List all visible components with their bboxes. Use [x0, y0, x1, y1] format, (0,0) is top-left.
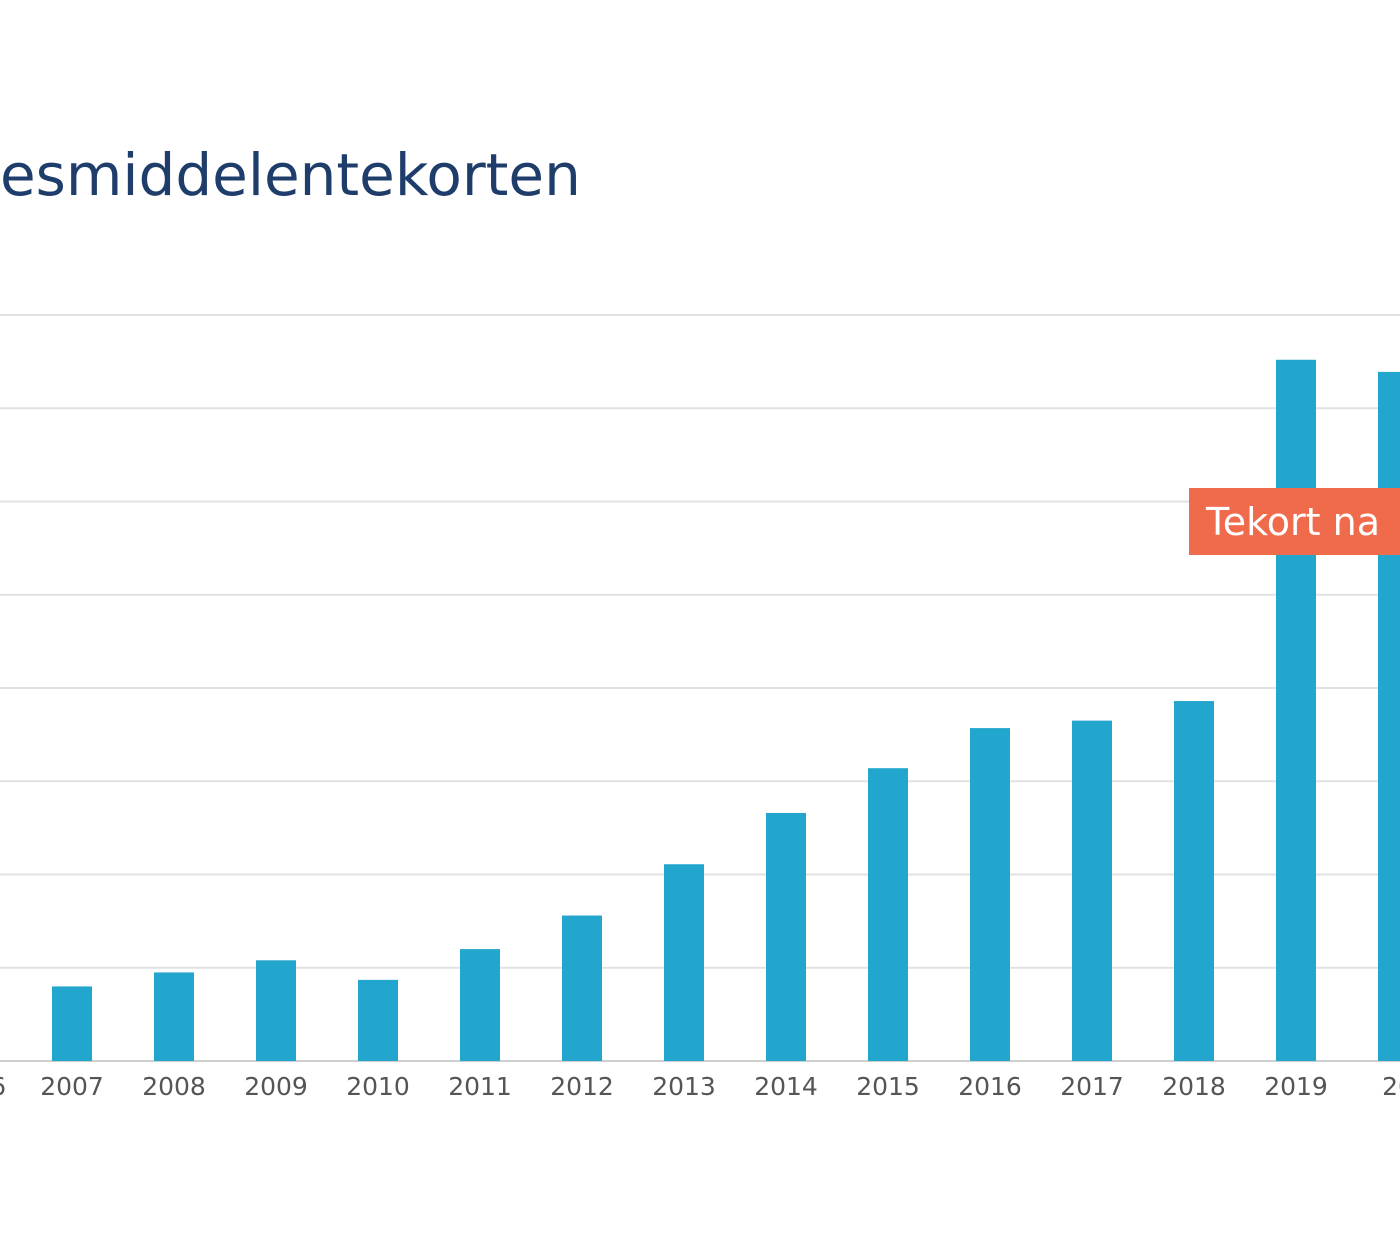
annotation-text: Tekort na: [1205, 500, 1380, 544]
x-tick-label: 2017: [1060, 1072, 1124, 1101]
bar-2017: [1072, 720, 1112, 1061]
x-tick-label: 2012: [550, 1072, 614, 1101]
bar-2019: [1276, 359, 1316, 1061]
bar-2007: [52, 986, 92, 1061]
bars: [52, 359, 1400, 1061]
bar-2015: [868, 768, 908, 1061]
annotation-box: [1189, 488, 1400, 555]
bar-2014: [766, 812, 806, 1061]
bar-2016: [970, 728, 1010, 1061]
bar-2009: [256, 960, 296, 1061]
x-tick-label: 2011: [448, 1072, 512, 1101]
x-tick-label: 6: [0, 1072, 6, 1101]
x-tick-label: 2013: [652, 1072, 716, 1101]
x-tick-label: 2008: [142, 1072, 206, 1101]
bar-2020: [1378, 371, 1400, 1061]
gridlines: [0, 314, 1400, 1062]
bar-2010: [358, 979, 398, 1061]
x-tick-label: 2009: [244, 1072, 308, 1101]
x-tick-label: 2010: [346, 1072, 410, 1101]
annotation: Tekort na: [1189, 488, 1400, 555]
x-tick-label: 2018: [1162, 1072, 1226, 1101]
x-tick-label: 2016: [958, 1072, 1022, 1101]
bar-2013: [664, 864, 704, 1061]
x-tick-label: 2007: [40, 1072, 104, 1101]
x-tick-label: 2015: [856, 1072, 920, 1101]
x-axis-tick-labels: 6 2007 2008 2009 2010 2011 2012 2013 2014 2015 201…: [0, 1072, 1400, 1101]
chart-title: esmiddelentekorten: [0, 141, 581, 209]
x-tick-label: 20: [1382, 1072, 1400, 1101]
bar-2012: [562, 915, 602, 1061]
bar-2011: [460, 949, 500, 1061]
bar-2018: [1174, 701, 1214, 1061]
x-tick-label: 2019: [1264, 1072, 1328, 1101]
x-tick-label: 2014: [754, 1072, 818, 1101]
bar-2008: [154, 972, 194, 1061]
